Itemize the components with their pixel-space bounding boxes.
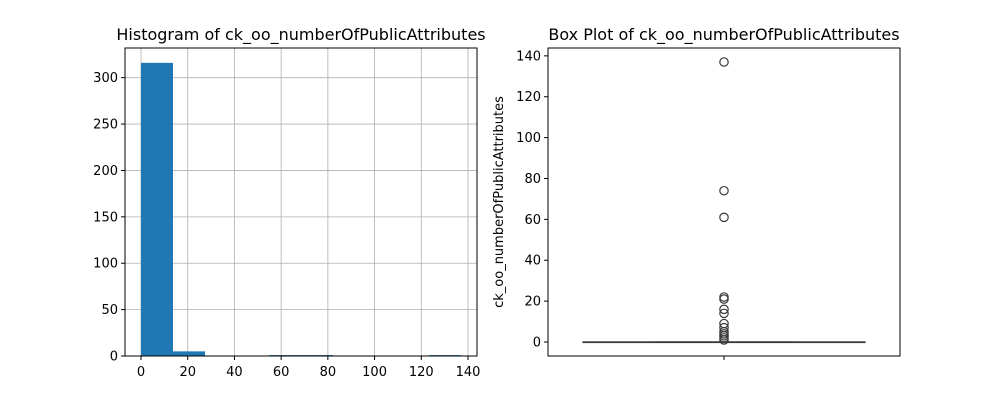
- histogram-bar: [173, 351, 205, 356]
- y-tick-label: 150: [93, 210, 118, 225]
- y-tick-label: 200: [93, 164, 118, 179]
- histogram-x-ticks: 0 20 40 60 80 100 120 140: [137, 356, 481, 380]
- histogram-bars: [141, 62, 461, 356]
- histogram-title: Histogram of ck_oo_numberOfPublicAttribu…: [116, 25, 485, 45]
- y-tick-label: 300: [93, 71, 118, 86]
- y-tick-label: 60: [524, 213, 541, 228]
- outlier-point: [719, 304, 729, 315]
- x-tick-label: 60: [273, 365, 290, 380]
- y-tick-label: 0: [110, 350, 118, 365]
- histogram-panel: Histogram of ck_oo_numberOfPublicAttribu…: [93, 25, 485, 380]
- y-tick-label: 140: [516, 49, 541, 64]
- x-tick-label: 80: [320, 365, 337, 380]
- y-tick-label: 40: [524, 254, 541, 269]
- x-tick-label: 0: [137, 365, 145, 380]
- boxplot-y-ticks: 0 20 40 60 80 100 120 140: [516, 49, 548, 351]
- y-tick-label: 250: [93, 118, 118, 133]
- x-tick-label: 120: [409, 365, 434, 380]
- x-tick-label: 20: [179, 365, 196, 380]
- y-tick-label: 20: [524, 295, 541, 310]
- x-tick-label: 100: [362, 365, 387, 380]
- histogram-y-ticks: 0 50 100 150 200 250 300: [93, 71, 125, 365]
- y-tick-label: 80: [524, 172, 541, 187]
- outlier-point: [719, 57, 729, 67]
- x-tick-label: 40: [226, 365, 243, 380]
- boxplot-panel: Box Plot of ck_oo_numberOfPublicAttribut…: [492, 25, 901, 360]
- y-tick-label: 0: [533, 336, 541, 351]
- outlier-point: [719, 335, 729, 345]
- boxplot-frame: [547, 47, 901, 357]
- outlier-point: [719, 308, 729, 319]
- y-tick-label: 100: [516, 131, 541, 146]
- boxplot-fliers: [719, 57, 729, 345]
- outlier-point: [719, 294, 729, 304]
- histogram-bar: [141, 62, 173, 356]
- histogram-grid: [125, 48, 477, 357]
- boxplot-title: Box Plot of ck_oo_numberOfPublicAttribut…: [548, 25, 899, 45]
- outlier-point: [719, 212, 729, 223]
- outlier-point: [719, 185, 729, 196]
- y-tick-label: 100: [93, 257, 118, 272]
- histogram-frame: [124, 47, 478, 357]
- boxplot-y-axis-label: ck_oo_numberOfPublicAttributes: [492, 96, 507, 308]
- x-tick-label: 140: [456, 365, 481, 380]
- y-tick-label: 50: [101, 303, 118, 318]
- outlier-point: [719, 292, 729, 302]
- y-tick-label: 120: [516, 90, 541, 105]
